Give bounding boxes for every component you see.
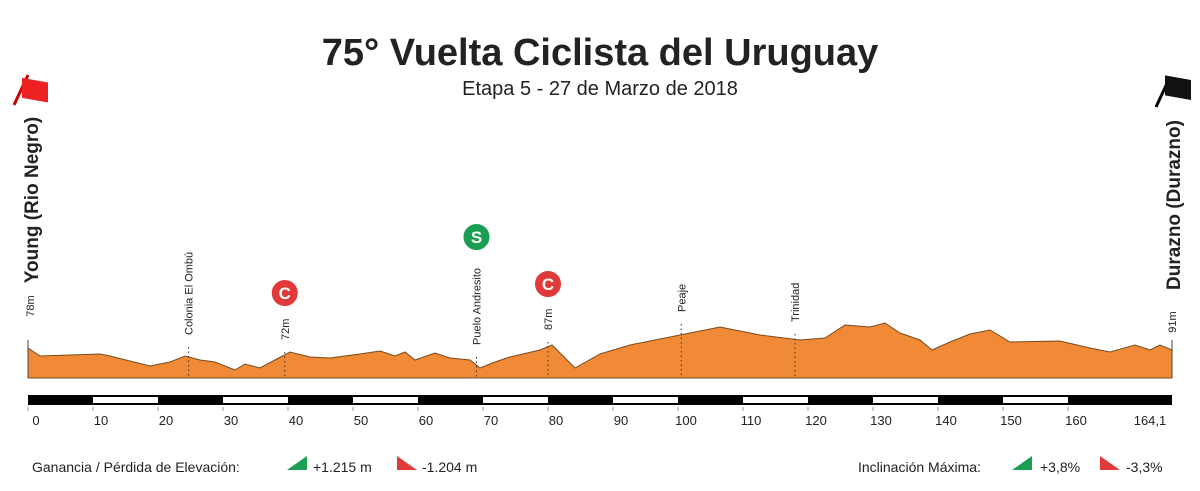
km-label: 160 xyxy=(1065,413,1087,428)
down-icon xyxy=(1100,456,1120,470)
icon-letter: C xyxy=(279,284,291,303)
km-label: 90 xyxy=(614,413,628,428)
icon-letter: C xyxy=(542,275,554,294)
loss: -1.204 m xyxy=(422,459,477,475)
elevation-profile xyxy=(27,322,1173,379)
km-segment xyxy=(613,397,678,403)
km-label: 30 xyxy=(224,413,238,428)
km-label: 130 xyxy=(870,413,892,428)
landmark-label: Puelo Andresito xyxy=(472,268,484,345)
finish-elevation: 91m xyxy=(1167,311,1179,332)
landmark-label: Peaje xyxy=(676,284,688,312)
km-segment xyxy=(1003,397,1068,403)
climb-icon: S xyxy=(461,222,492,252)
max-down: -3,3% xyxy=(1126,459,1163,475)
km-label: 150 xyxy=(1000,413,1022,428)
max-up: +3,8% xyxy=(1040,459,1080,475)
icon-circle xyxy=(269,278,300,308)
loss-icon xyxy=(397,456,417,470)
start-elevation: 78m xyxy=(25,295,37,316)
up-icon xyxy=(1012,456,1032,470)
km-label: 110 xyxy=(741,413,762,428)
km-label: 100 xyxy=(675,413,697,428)
km-label: 70 xyxy=(484,413,498,428)
km-label: 140 xyxy=(935,413,957,428)
start-flag xyxy=(12,74,48,106)
km-label: 50 xyxy=(354,413,368,428)
title: 75° Vuelta Ciclista del Uruguay xyxy=(322,32,879,74)
km-bar xyxy=(28,395,1172,405)
km-label: 20 xyxy=(159,413,173,428)
km-segment xyxy=(93,397,158,403)
km-segment xyxy=(483,397,548,403)
icon-circle xyxy=(461,222,492,252)
subtitle: Etapa 5 - 27 de Marzo de 2018 xyxy=(462,78,738,100)
icon-circle xyxy=(533,269,563,299)
landmark-label: 72m xyxy=(280,319,292,340)
landmark-label: 87m xyxy=(543,309,555,330)
gain-icon xyxy=(287,456,307,470)
elevation-label: Ganancia / Pérdida de Elevación: xyxy=(32,459,240,475)
climb-icon: C xyxy=(269,278,300,308)
gain: +1.215 m xyxy=(313,459,372,475)
landmark-label: Colonia El Ombú xyxy=(184,252,196,335)
km-segment xyxy=(743,397,808,403)
finish-distance: 164,1 xyxy=(1134,413,1167,428)
km-label: 40 xyxy=(289,413,303,428)
start-name: Young (Rio Negro) xyxy=(22,117,43,283)
km-label: 60 xyxy=(419,413,433,428)
landmark-label: Trinidad xyxy=(790,283,802,322)
finish-flag xyxy=(1154,75,1191,108)
km-label: 80 xyxy=(549,413,563,428)
km-label: 10 xyxy=(94,413,108,428)
icon-letter: S xyxy=(471,228,482,247)
finish-name: Durazno (Durazno) xyxy=(1164,120,1185,290)
km-segment xyxy=(873,397,938,403)
km-segment xyxy=(223,397,288,403)
slope-label: Inclinación Máxima: xyxy=(858,459,981,475)
km-label: 120 xyxy=(805,413,827,428)
km-label: 0 xyxy=(32,413,39,428)
km-segment xyxy=(353,397,418,403)
climb-icon: C xyxy=(533,269,563,299)
